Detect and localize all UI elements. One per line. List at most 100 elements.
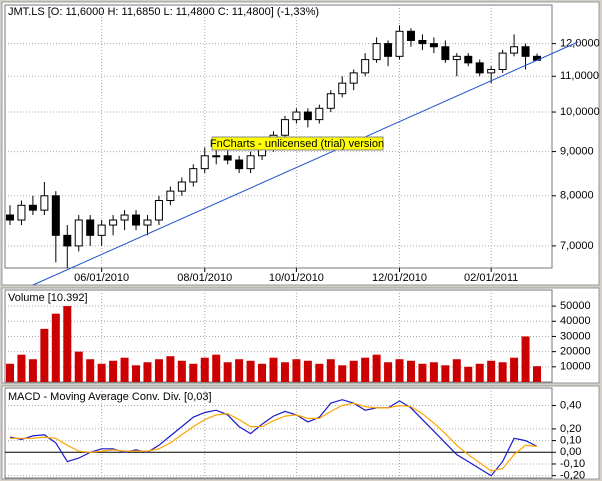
watermark: FnCharts - unlicensed (trial) version [210, 138, 384, 150]
volume-bar [86, 359, 95, 382]
y-tick-label: 7,0000 [560, 240, 594, 252]
volume-bar [521, 336, 530, 382]
volume-bar [280, 362, 289, 382]
candle-body [487, 69, 496, 74]
volume-bar [51, 313, 60, 382]
volume-bar [17, 354, 26, 382]
candle-body [338, 82, 347, 95]
y-tick-label: 12,0000 [560, 38, 600, 50]
volume-bar [384, 362, 393, 382]
volume-bar [200, 357, 209, 382]
volume-bar [418, 363, 427, 382]
volume-bar [109, 360, 118, 382]
watermark-box [211, 136, 384, 151]
volume-bar [510, 357, 519, 382]
candle-body [120, 214, 129, 221]
y-tick-label: 0,40 [560, 399, 581, 411]
volume-bar [143, 362, 152, 382]
candle-body [372, 43, 381, 61]
y-tick-label: 0,00 [560, 446, 581, 458]
volume-bar [120, 357, 129, 382]
macd-line [9, 399, 538, 477]
y-tick-label: 40000 [560, 315, 591, 327]
candle-body [406, 30, 415, 41]
y-tick-label: 20000 [560, 346, 591, 358]
candle-body [280, 119, 289, 136]
candle-body [28, 204, 37, 211]
candle-body [521, 46, 530, 57]
volume-bar [498, 362, 507, 382]
candle-body [86, 219, 95, 236]
volume-bar [303, 360, 312, 382]
candle-body [132, 214, 141, 226]
y-tick-label: 0,20 [560, 423, 581, 435]
volume-bar [315, 363, 324, 382]
candle-body [200, 155, 209, 170]
volume-bar [372, 354, 381, 382]
y-tick-label: 30000 [560, 330, 591, 342]
candle-body [384, 43, 393, 57]
candle-body [303, 111, 312, 121]
volume-bar [533, 366, 541, 382]
candle-body [63, 234, 72, 247]
trend-line [32, 41, 579, 286]
candle-body [395, 30, 404, 57]
volume-bar [361, 357, 370, 382]
volume-bar [74, 351, 83, 382]
volume-bar [487, 360, 496, 382]
volume-bar [28, 359, 37, 382]
volume-bar [475, 363, 484, 382]
candle-body [154, 200, 163, 221]
candle-body [97, 224, 106, 236]
y-tick-label: 11,0000 [560, 70, 599, 82]
candle-body [74, 219, 83, 247]
candle-body [452, 55, 461, 61]
candle-body [441, 46, 450, 61]
price-title: JMT.LS [O: 11,6000 H: 11,6850 L: 11,4800… [8, 6, 319, 18]
volume-bar [338, 365, 347, 382]
candle-body [143, 219, 152, 226]
candle-body [235, 159, 244, 170]
candle-body [418, 39, 427, 45]
volume-bar [212, 354, 221, 382]
y-tick-label: 9,0000 [560, 145, 594, 157]
x-tick-label: 08/01/2010 [177, 272, 232, 284]
volume-bar [429, 362, 438, 382]
volume-bar [132, 365, 141, 382]
candle-body [464, 55, 473, 64]
y-tick-label: 10,0000 [560, 106, 600, 118]
price-plot [4, 4, 553, 269]
candle-body [326, 93, 335, 109]
candle-body [429, 43, 438, 48]
volume-bar [235, 359, 244, 382]
volume-title: Volume [10.392] [8, 292, 88, 304]
candle-body [166, 190, 175, 202]
volume-bar [269, 357, 278, 382]
y-tick-label: 50000 [560, 300, 591, 312]
candle-body [510, 46, 519, 54]
volume-bar [166, 356, 175, 382]
volume-bar [177, 360, 186, 382]
candle-body [51, 195, 60, 236]
volume-bar [40, 328, 49, 382]
volume-bar [395, 359, 404, 382]
candle-body [475, 62, 484, 74]
y-tick-label: -0,10 [560, 458, 585, 470]
x-tick-label: 12/01/2010 [372, 272, 427, 284]
candle-body [189, 168, 198, 183]
candle-body [212, 155, 221, 158]
x-tick-label: 10/01/2010 [269, 272, 324, 284]
candle-body [498, 52, 507, 71]
macd-line [10, 402, 538, 472]
candle-body [17, 204, 26, 221]
y-tick-label: 10000 [560, 361, 591, 373]
x-tick-label: 06/01/2010 [74, 272, 129, 284]
candle-body [349, 72, 358, 84]
volume-bar [223, 362, 232, 382]
candle-body [40, 195, 49, 211]
candle-body [315, 107, 324, 121]
candle-body [6, 214, 14, 221]
candle-body [109, 219, 118, 226]
candle-body [361, 59, 370, 74]
macd-plot [4, 387, 553, 479]
